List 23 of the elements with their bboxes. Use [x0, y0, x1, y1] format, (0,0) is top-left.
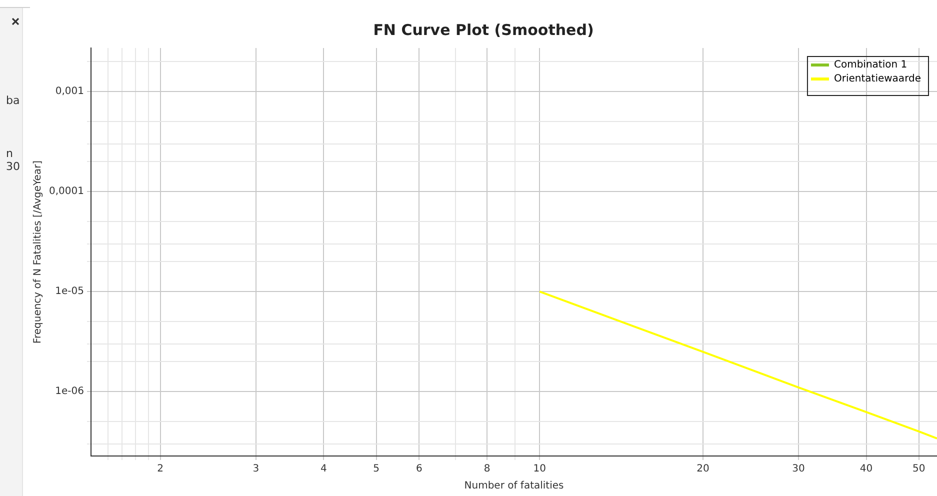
y-tick-label: 0,001 [55, 86, 84, 98]
x-tick-label: 3 [252, 464, 260, 475]
x-axis-title: Number of fatalities [464, 480, 564, 492]
text: 30 [6, 160, 20, 173]
y-tick-label: 1e-05 [55, 286, 84, 298]
x-tick-label: 8 [484, 464, 490, 475]
y-tick-label: 1e-06 [55, 386, 84, 398]
x-tick-label: 10 [533, 464, 546, 475]
x-tick-label: 4 [320, 464, 327, 475]
legend-label: Combination 1 [834, 60, 908, 71]
x-tick-label: 2 [157, 464, 164, 475]
legend-label: Orientatiewaarde [834, 74, 922, 85]
y-axis-title: Frequency of N Fatalities [/AvgeYear] [32, 160, 44, 344]
x-tick-label: 20 [696, 464, 710, 475]
x-tick-label: 40 [860, 464, 873, 475]
x-tick-label: 50 [912, 464, 926, 475]
y-tick-label: 0,0001 [48, 186, 84, 198]
x-tick-label: 6 [416, 464, 422, 475]
x-tick-label: 30 [792, 464, 805, 475]
text: ba [6, 94, 20, 107]
chart-title: FN Curve Plot (Smoothed) [373, 20, 594, 39]
x-tick-label: 5 [373, 464, 380, 475]
text: n [6, 147, 13, 160]
